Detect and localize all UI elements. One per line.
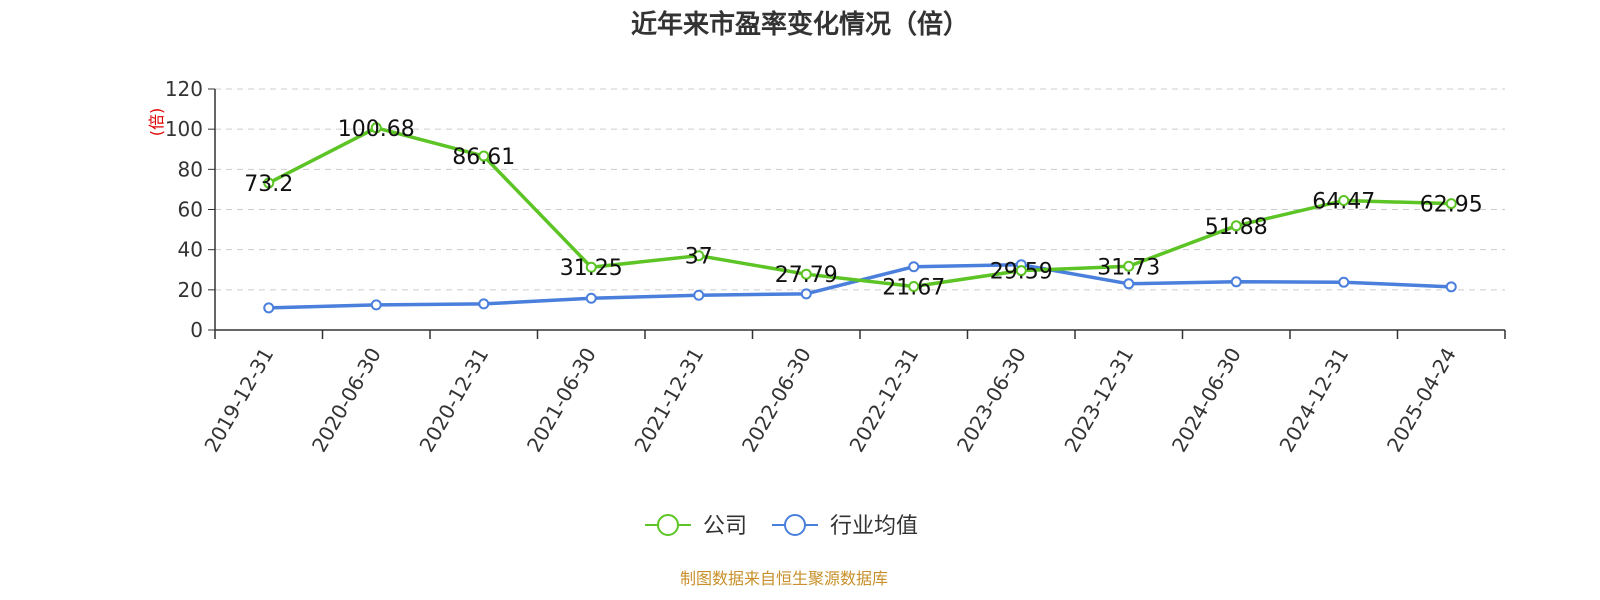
legend-label: 公司 xyxy=(703,514,747,539)
legend-marker xyxy=(784,514,806,536)
x-tick-label: 2019-12-31 xyxy=(199,344,278,457)
x-tick-label: 2020-12-31 xyxy=(414,344,493,457)
grid-lines xyxy=(215,88,1505,291)
data-point-0-1[interactable] xyxy=(370,122,382,134)
data-point-1-10[interactable] xyxy=(1338,276,1350,288)
data-point-1-8[interactable] xyxy=(1123,278,1135,290)
data-point-1-3[interactable] xyxy=(585,292,597,304)
chart-title: 近年来市盈率变化情况（倍） xyxy=(631,9,969,40)
data-label: 51.88 xyxy=(1205,215,1268,240)
x-tick-label: 2024-12-31 xyxy=(1274,344,1353,457)
x-tick-label: 2021-06-30 xyxy=(522,344,601,457)
legend-item-0[interactable]: 公司 xyxy=(645,514,747,539)
data-point-0-5[interactable] xyxy=(800,268,812,280)
data-point-0-7[interactable] xyxy=(1015,265,1027,277)
series-line-0 xyxy=(267,126,1452,289)
data-label: 73.2 xyxy=(244,172,293,197)
legend-item-1[interactable]: 行业均值 xyxy=(772,514,918,539)
x-tick-label: 2020-06-30 xyxy=(307,344,386,457)
y-tick-label: 40 xyxy=(178,238,203,262)
x-tick-label: 2022-06-30 xyxy=(737,344,816,457)
data-point-0-10[interactable] xyxy=(1338,195,1350,207)
data-label: 100.68 xyxy=(338,117,415,142)
x-tick-label: 2023-06-30 xyxy=(952,344,1031,457)
source-note: 制图数据来自恒生聚源数据库 xyxy=(680,569,888,588)
data-point-0-11[interactable] xyxy=(1445,198,1457,210)
data-point-0-2[interactable] xyxy=(478,150,490,162)
data-label: 31.73 xyxy=(1097,255,1160,280)
data-point-1-6[interactable] xyxy=(908,261,920,273)
data-point-0-9[interactable] xyxy=(1230,220,1242,232)
y-tick-label: 0 xyxy=(190,318,203,342)
data-point-1-11[interactable] xyxy=(1445,281,1457,293)
data-point-0-3[interactable] xyxy=(585,261,597,273)
data-label: 21.67 xyxy=(882,275,945,300)
y-tick-label: 60 xyxy=(178,198,203,222)
x-tick-label: 2022-12-31 xyxy=(844,344,923,457)
data-point-1-2[interactable] xyxy=(478,298,490,310)
y-tick-label: 100 xyxy=(165,117,203,141)
x-tick-label: 2021-12-31 xyxy=(629,344,708,457)
data-label: 86.61 xyxy=(452,145,515,170)
data-point-0-6[interactable] xyxy=(908,280,920,292)
data-labels: 73.2 100.68 86.61 31.25 37 27.79 21.67 29.59 31.… xyxy=(244,117,1482,301)
data-label: 29.59 xyxy=(990,260,1053,285)
data-point-1-4[interactable] xyxy=(693,289,705,301)
series-layer xyxy=(263,122,1457,314)
y-tick-label: 120 xyxy=(165,77,203,101)
data-point-1-0[interactable] xyxy=(263,302,275,314)
legend[interactable]: 公司 行业均值 xyxy=(645,514,918,539)
series-line-1 xyxy=(268,262,1452,310)
data-label: 62.95 xyxy=(1420,193,1483,218)
data-label: 64.47 xyxy=(1312,190,1375,215)
data-label: 27.79 xyxy=(775,263,838,288)
data-point-1-5[interactable] xyxy=(800,288,812,300)
data-point-1-1[interactable] xyxy=(370,299,382,311)
data-point-0-0[interactable] xyxy=(263,177,275,189)
x-tick-label: 2025-04-24 xyxy=(1382,344,1461,457)
y-tick-label: 20 xyxy=(178,278,203,302)
legend-marker xyxy=(657,514,679,536)
legend-label: 行业均值 xyxy=(830,514,918,539)
data-point-0-4[interactable] xyxy=(693,250,705,262)
y-tick-label: 80 xyxy=(178,157,203,181)
data-label: 31.25 xyxy=(560,256,623,281)
y-axis-label: (倍) xyxy=(147,108,166,137)
x-tick-label: 2023-12-31 xyxy=(1059,344,1138,457)
data-point-0-8[interactable] xyxy=(1123,260,1135,272)
data-point-1-9[interactable] xyxy=(1230,276,1242,288)
x-tick-label: 2024-06-30 xyxy=(1167,344,1246,457)
data-label: 37 xyxy=(685,245,713,270)
